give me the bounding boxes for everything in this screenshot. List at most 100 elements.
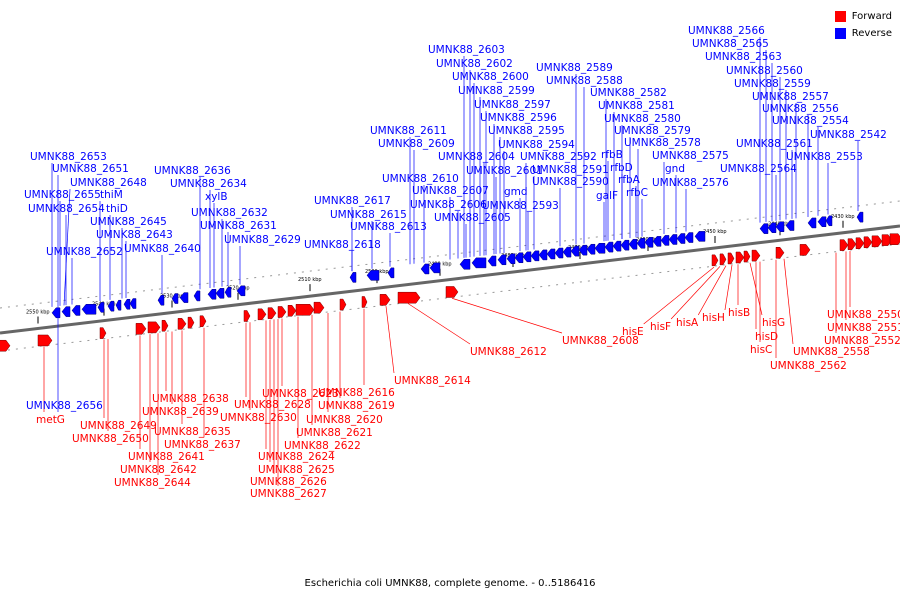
gene-label[interactable]: metG [36,414,65,426]
gene-label[interactable]: UMNK88_2553 [786,151,863,163]
reverse-gene-arrow[interactable] [129,298,137,309]
gene-label[interactable]: UMNK88_2648 [70,177,147,189]
gene-label[interactable]: hisF [650,321,671,333]
gene-label[interactable]: UMNK88_2652 [46,246,123,258]
gene-label[interactable]: UMNK88_2581 [598,100,675,112]
gene-label[interactable]: UMNK88_2579 [614,125,691,137]
gene-label[interactable]: UMNK88_2563 [705,51,782,63]
gene-label[interactable]: UMNK88_2580 [604,113,681,125]
forward-gene-arrow[interactable] [339,298,347,311]
forward-gene-arrow[interactable] [863,236,873,249]
forward-gene-arrow[interactable] [727,252,735,265]
forward-gene-arrow[interactable] [267,307,277,319]
gene-label[interactable]: UMNK88_2640 [124,243,201,255]
gene-label[interactable]: UMNK88_2604 [438,151,515,163]
reverse-gene-arrow[interactable] [97,302,105,313]
gene-label[interactable]: rfbB [601,149,623,161]
reverse-gene-arrow[interactable] [562,246,572,258]
gene-label[interactable]: UMNK88_2554 [772,115,849,127]
reverse-gene-arrow[interactable] [236,285,246,297]
gene-label[interactable]: UMNK88_2638 [152,393,229,405]
forward-gene-arrow[interactable] [135,323,147,335]
reverse-gene-arrow[interactable] [115,299,122,311]
forward-gene-arrow[interactable] [147,321,161,334]
gene-label[interactable]: UMNK88_2612 [470,346,547,358]
forward-gene-arrow[interactable] [361,296,368,308]
reverse-gene-arrow[interactable] [179,292,189,303]
gene-label[interactable]: UMNK88_2552 [824,335,900,347]
reverse-gene-arrow[interactable] [807,217,817,229]
reverse-gene-arrow[interactable] [514,252,524,264]
gene-label[interactable]: rfbC [626,187,648,199]
forward-gene-arrow[interactable] [711,254,719,267]
gene-label[interactable]: UMNK88_2628 [234,399,311,411]
gene-label[interactable]: UMNK88_2634 [170,178,247,190]
forward-gene-arrow[interactable] [743,250,751,263]
gene-label[interactable]: UMNK88_2605 [434,212,511,224]
gene-label[interactable]: UMNK88_2564 [720,163,797,175]
gene-label[interactable]: UMNK88_2596 [480,112,557,124]
reverse-gene-arrow[interactable] [825,215,833,227]
reverse-gene-arrow[interactable] [586,243,596,255]
reverse-gene-arrow[interactable] [366,270,380,281]
gene-label[interactable]: UMNK88_2627 [250,488,327,500]
gene-label[interactable]: UMNK88_2608 [562,335,639,347]
forward-gene-arrow[interactable] [161,319,169,332]
reverse-gene-arrow[interactable] [694,231,706,242]
gene-label[interactable]: hisD [755,331,778,343]
gene-label[interactable]: galF [596,190,618,202]
reverse-gene-arrow[interactable] [530,250,540,262]
reverse-gene-arrow[interactable] [193,290,201,302]
reverse-gene-arrow[interactable] [471,257,487,269]
forward-gene-arrow[interactable] [839,239,849,251]
gene-label[interactable]: rfbD [610,162,633,174]
gene-label[interactable]: UMNK88_2556 [762,103,839,115]
gene-label[interactable]: UMNK88_2603 [428,44,505,56]
gene-label[interactable]: hisE [622,326,644,338]
forward-gene-arrow[interactable] [287,305,297,317]
forward-gene-arrow[interactable] [199,315,207,327]
gene-label[interactable]: UMNK88_2575 [652,150,729,162]
gene-label[interactable]: UMNK88_2614 [394,375,471,387]
reverse-gene-arrow[interactable] [628,238,638,250]
forward-gene-arrow[interactable] [177,318,187,330]
gene-label[interactable]: UMNK88_2649 [80,420,157,432]
gene-label[interactable]: UMNK88_2617 [314,195,391,207]
gene-label[interactable]: UMNK88_2615 [330,209,407,221]
reverse-gene-arrow[interactable] [612,240,622,252]
gene-label[interactable]: thiD [106,203,128,215]
reverse-gene-arrow[interactable] [604,241,614,253]
reverse-gene-arrow[interactable] [620,239,630,251]
gene-label[interactable]: UMNK88_2645 [90,216,167,228]
gene-label[interactable]: UMNK88_2589 [536,62,613,74]
gene-label[interactable]: UMNK88_2594 [498,139,575,151]
forward-gene-arrow[interactable] [277,306,287,318]
reverse-gene-arrow[interactable] [538,249,548,261]
forward-gene-arrow[interactable] [775,246,785,259]
reverse-gene-arrow[interactable] [387,267,395,279]
gene-label[interactable]: UMNK88_2619 [318,400,395,412]
gene-label[interactable]: UMNK88_2560 [726,65,803,77]
reverse-gene-arrow[interactable] [785,220,795,231]
gene-label[interactable]: UMNK88_2609 [378,138,455,150]
gene-label[interactable]: UMNK88_2655 [24,189,101,201]
reverse-gene-arrow[interactable] [578,244,588,256]
reverse-gene-arrow[interactable] [459,259,471,270]
gene-label[interactable]: UMNK88_2616 [318,387,395,399]
reverse-gene-arrow[interactable] [107,300,115,312]
gene-label[interactable]: hisH [702,312,725,324]
gene-label[interactable]: UMNK88_2625 [258,464,335,476]
forward-gene-arrow[interactable] [313,301,325,314]
forward-gene-arrow[interactable] [889,233,900,245]
forward-gene-arrow[interactable] [445,286,459,298]
gene-label[interactable]: UMNK88_2624 [258,451,335,463]
reverse-gene-arrow[interactable] [123,299,131,310]
reverse-gene-arrow[interactable] [207,289,217,300]
forward-gene-arrow[interactable] [379,294,391,306]
forward-gene-arrow[interactable] [257,308,267,321]
gene-label[interactable]: UMNK88_2576 [652,177,729,189]
gene-label[interactable]: UMNK88_2578 [624,137,701,149]
gene-label[interactable]: UMNK88_2601 [466,165,543,177]
reverse-gene-arrow[interactable] [71,305,81,316]
reverse-gene-arrow[interactable] [676,233,686,244]
